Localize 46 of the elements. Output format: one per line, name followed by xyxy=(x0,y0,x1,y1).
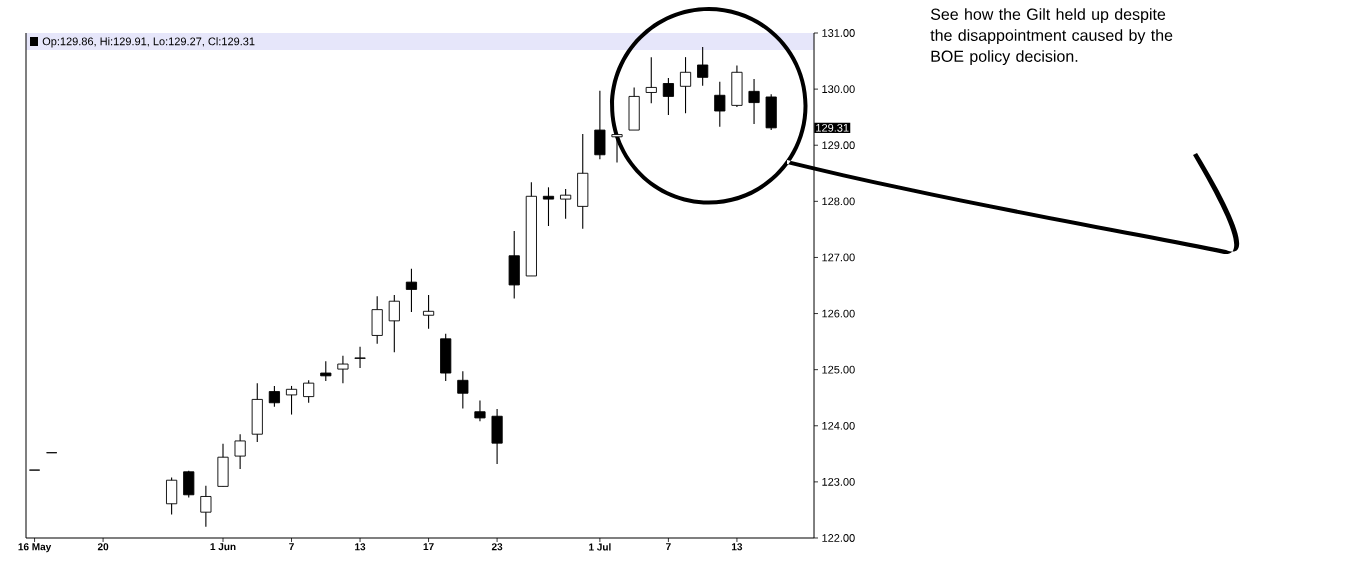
y-tick-label: 128.00 xyxy=(822,197,855,206)
y-tick-label: 130.00 xyxy=(822,85,855,94)
candlestick xyxy=(183,470,195,499)
candlestick xyxy=(354,346,366,369)
candlestick xyxy=(388,294,400,353)
x-tick-label: 13 xyxy=(355,543,366,551)
candlestick xyxy=(166,476,178,515)
candlestick xyxy=(285,385,298,416)
x-tick-label: 13 xyxy=(731,543,743,551)
candlestick xyxy=(645,56,657,104)
candlestick xyxy=(234,433,246,470)
candlestick xyxy=(303,379,315,404)
candlestick xyxy=(542,186,555,227)
y-tick-label: 125.00 xyxy=(822,365,855,374)
candlestick xyxy=(320,360,332,382)
y-tick-label: 127.00 xyxy=(822,253,855,262)
text: See how the Gilt held up despite the disappointment caused by the BOE policy decision. xyxy=(930,8,1173,66)
candlestick xyxy=(422,294,435,330)
y-tick-label: 126.00 xyxy=(822,309,855,318)
candlestick xyxy=(337,355,349,384)
y-tick-label: 131.00 xyxy=(822,29,855,37)
candlestick xyxy=(560,188,572,220)
candlestick xyxy=(748,78,760,125)
y-tick-label: 123.00 xyxy=(822,478,855,486)
x-tick-label: 7 xyxy=(289,543,294,551)
x-tick-label: 17 xyxy=(423,543,434,551)
y-tick-label: 122.00 xyxy=(822,534,855,542)
candlestick xyxy=(200,485,212,528)
x-tick-label: 20 xyxy=(97,543,109,551)
x-tick-label: 1 Jun xyxy=(210,543,236,551)
candlestick xyxy=(474,399,486,422)
y-tick-label: 124.00 xyxy=(822,421,855,430)
text: 129.31 xyxy=(816,123,849,132)
y-tick-label: 129.00 xyxy=(822,141,855,150)
annotation: Op:129.86, Hi:129.91, Lo:129.27, Cl:129.31 xyxy=(42,37,255,48)
candlestick xyxy=(405,268,418,313)
candlestick xyxy=(714,81,726,128)
candlestick xyxy=(697,46,709,87)
candlestick xyxy=(662,77,674,116)
candlestick xyxy=(268,385,280,408)
candlestick xyxy=(457,370,469,409)
candlestick xyxy=(679,56,692,114)
x-tick-label: 7 xyxy=(666,543,671,551)
x-tick-label: 1 Jul xyxy=(589,543,611,551)
x-tick-label: 23 xyxy=(491,543,503,551)
x-tick-label: 16 May xyxy=(18,543,52,553)
